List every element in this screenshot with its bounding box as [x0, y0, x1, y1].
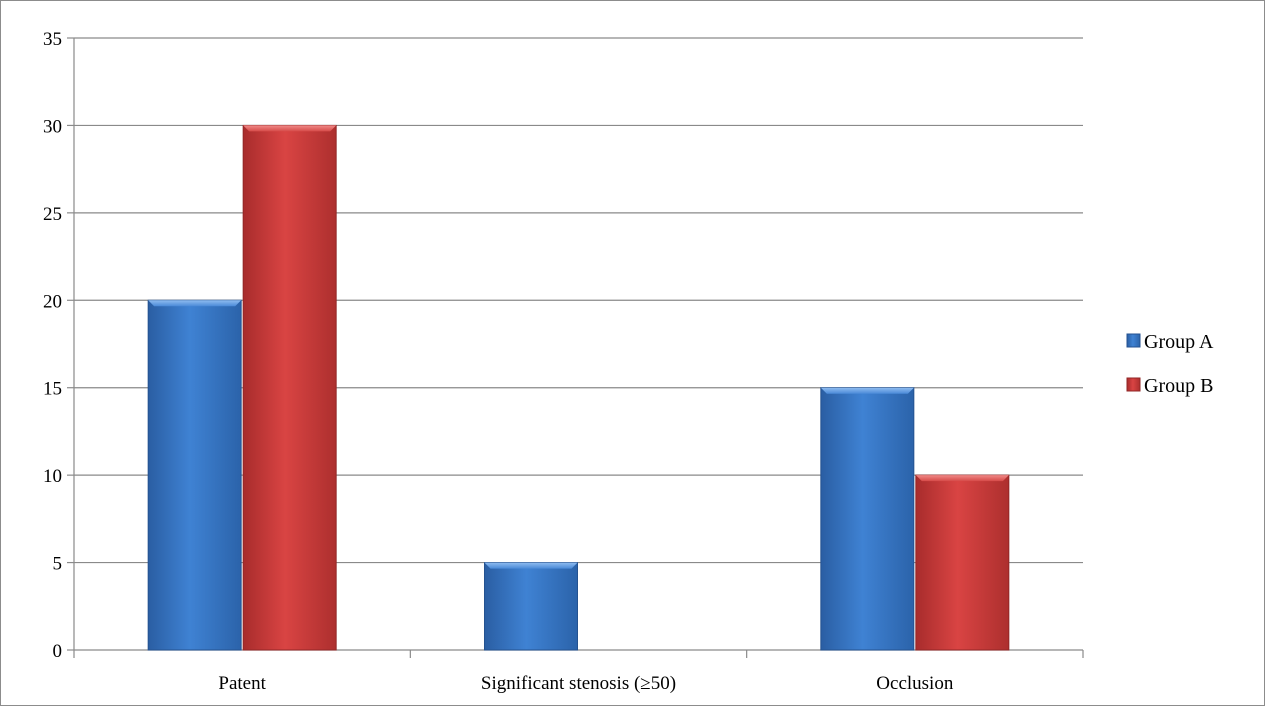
legend-label: Group B: [1144, 375, 1213, 397]
x-tick-label: Patent: [218, 673, 266, 694]
x-tick-label: Significant stenosis (≥50): [481, 673, 676, 694]
y-tick-label: 30: [43, 116, 62, 137]
y-tick-label: 25: [43, 204, 62, 225]
bar-group-b: [915, 474, 1010, 651]
bar-bevel: [484, 562, 578, 569]
bar-group-a: [147, 299, 242, 651]
bar-group-b: [242, 124, 337, 651]
legend-label: Group A: [1144, 331, 1214, 353]
legend-swatch-group-a: [1126, 333, 1141, 348]
y-tick-label: 5: [53, 554, 63, 575]
y-tick-label: 35: [43, 29, 62, 50]
y-tick-label: 20: [43, 291, 62, 312]
y-tick-label: 0: [53, 641, 63, 662]
x-tick-label: Occlusion: [876, 673, 954, 694]
bar-group-a: [820, 387, 915, 651]
y-tick-label: 10: [43, 466, 62, 487]
bar-bevel: [148, 300, 242, 307]
y-tick-label: 15: [43, 379, 62, 400]
legend-swatch-group-b: [1126, 377, 1141, 392]
bar-group-a: [484, 562, 578, 651]
bar-bevel: [820, 387, 914, 394]
bar-bevel: [915, 475, 1009, 482]
bar-bevel: [243, 125, 337, 132]
